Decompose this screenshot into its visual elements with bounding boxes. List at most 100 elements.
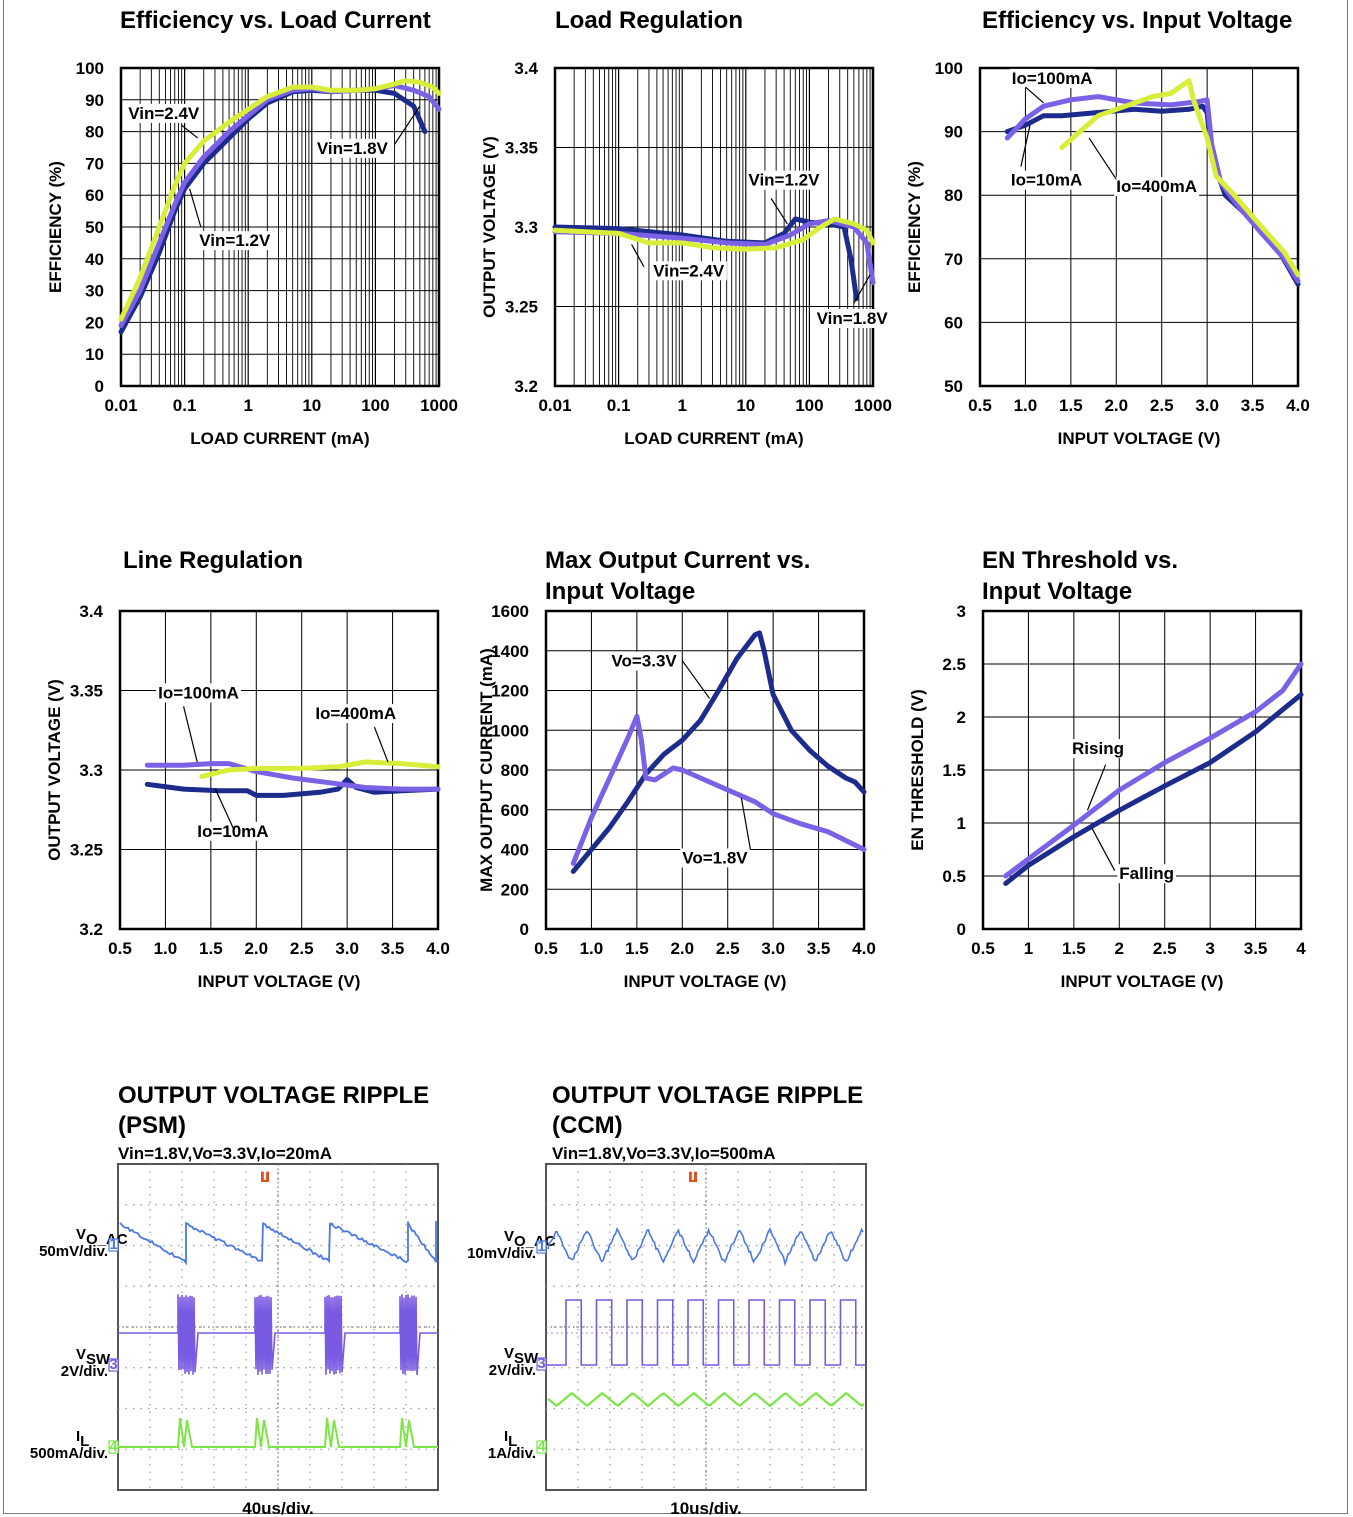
x-tick-label: 0.5 xyxy=(534,939,558,958)
channel-label-3: I L1A/div. xyxy=(488,1428,536,1462)
annotation-leader xyxy=(1092,828,1115,870)
x-tick-label: 0.5 xyxy=(971,939,995,958)
scope-psm: OUTPUT VOLTAGE RIPPLE(PSM)Vin=1.8V,Vo=3.… xyxy=(30,1082,438,1517)
y-tick-label: 70 xyxy=(944,250,963,269)
grid xyxy=(546,611,864,929)
x-tick-label: 0.1 xyxy=(607,396,631,415)
x-tick-label: 1.0 xyxy=(154,939,178,958)
annotation-label: Vin=2.4V xyxy=(653,261,725,280)
annotation-leader xyxy=(771,198,787,223)
annotation-label: Vin=1.2V xyxy=(199,231,271,250)
annotation-leader xyxy=(374,727,388,762)
annotation-leader xyxy=(741,798,750,850)
x-tick-label: 3.0 xyxy=(761,939,785,958)
annotation-label: Vin=1.8V xyxy=(317,139,389,158)
x-tick-label: 4 xyxy=(1296,939,1306,958)
annotation-leader xyxy=(682,661,709,699)
y-tick-label: 1000 xyxy=(491,721,529,740)
y-tick-label: 10 xyxy=(85,345,104,364)
y-tick-label: 3.35 xyxy=(505,139,538,158)
y-tick-label: 3.4 xyxy=(514,59,538,78)
x-tick-label: 4.0 xyxy=(426,939,450,958)
x-tick-label: 1000 xyxy=(420,396,458,415)
annotation-label: Vo=1.8V xyxy=(682,848,748,867)
annotation-label: Vo=3.3V xyxy=(611,652,677,671)
x-axis-label: INPUT VOLTAGE (V) xyxy=(1058,429,1221,448)
y-tick-label: 800 xyxy=(501,761,529,780)
channel-scale: 2V/div. xyxy=(61,1363,108,1380)
chart-eff-load: Efficiency vs. Load Current0.01 0.1 1 10 100… xyxy=(46,7,458,448)
annotation-label: Io=100mA xyxy=(158,683,239,702)
annotation-leader xyxy=(1089,138,1116,179)
chart-eff-vin: Efficiency vs. Input Voltage 0.5 1.0 1.5 2.0… xyxy=(905,7,1310,448)
y-axis-label: EFFICIENCY (%) xyxy=(46,161,65,293)
chart-line-reg: Line Regulation0.5 1.0 1.5 2.0 2.5 3.0 3.5 4.03… xyxy=(45,547,450,991)
y-tick-label: 1 xyxy=(957,814,966,833)
y-tick-label: 0 xyxy=(957,920,966,939)
y-tick-label: 80 xyxy=(85,123,104,142)
y-tick-label: 3.2 xyxy=(79,920,103,939)
y-axis-label: MAX OUTPUT CURRENT (mA) xyxy=(477,648,496,892)
x-tick-label: 2.5 xyxy=(1153,939,1177,958)
channel-marker-number: 3 xyxy=(109,1356,117,1373)
x-axis-label: LOAD CURRENT (mA) xyxy=(190,429,369,448)
x-tick-label: 3.5 xyxy=(381,939,405,958)
x-tick-label: 2 xyxy=(1115,939,1124,958)
scope-subtitle: Vin=1.8V,Vo=3.3V,Io=500mA xyxy=(552,1144,776,1163)
y-tick-label: 1200 xyxy=(491,682,529,701)
x-tick-label: 1.0 xyxy=(580,939,604,958)
scope-subtitle: Vin=1.8V,Vo=3.3V,Io=20mA xyxy=(118,1144,332,1163)
x-axis-label: INPUT VOLTAGE (V) xyxy=(624,972,787,991)
y-tick-label: 0.5 xyxy=(942,867,966,886)
x-tick-label: 1.0 xyxy=(1014,396,1038,415)
channel-label-2: V SW2V/div. xyxy=(489,1345,539,1379)
x-tick-label: 1 xyxy=(243,396,252,415)
x-tick-label: 1.5 xyxy=(1062,939,1086,958)
y-tick-label: 1400 xyxy=(491,642,529,661)
annotation-label: Io=400mA xyxy=(1116,177,1197,196)
x-tick-label: 1 xyxy=(677,396,686,415)
annotation-label: Rising xyxy=(1072,739,1124,758)
y-tick-label: 2.5 xyxy=(942,655,966,674)
channel-name: V xyxy=(76,1346,86,1363)
x-axis-label: INPUT VOLTAGE (V) xyxy=(1061,972,1224,991)
x-tick-label: 100 xyxy=(795,396,823,415)
x-tick-label: 10 xyxy=(736,396,755,415)
channel-marker-number: 4 xyxy=(109,1438,118,1455)
channel-scale: 1A/div. xyxy=(488,1445,536,1462)
x-tick-label: 1.5 xyxy=(199,939,223,958)
y-tick-label: 1.5 xyxy=(942,761,966,780)
chart-title: Input Voltage xyxy=(982,578,1132,605)
annotation-leader xyxy=(395,106,420,144)
channel-marker-number: 1 xyxy=(109,1236,117,1253)
channel-scale: 10mV/div. xyxy=(467,1245,536,1262)
annotation-label: Falling xyxy=(1119,864,1174,883)
chart-title: Efficiency vs. Load Current xyxy=(120,7,431,34)
chart-en-thresh: EN Threshold vs. Input Voltage 0.5 1 1.5 2 2.5… xyxy=(908,547,1306,991)
y-tick-label: 200 xyxy=(501,880,529,899)
x-tick-label: 3.5 xyxy=(807,939,831,958)
channel-name: V xyxy=(504,1345,514,1362)
y-tick-label: 60 xyxy=(944,313,963,332)
y-tick-label: 3 xyxy=(957,602,966,621)
channel-marker-number: 1 xyxy=(537,1238,545,1255)
x-tick-label: 3.0 xyxy=(335,939,359,958)
x-tick-label: 2.5 xyxy=(290,939,314,958)
y-tick-label: 400 xyxy=(501,841,529,860)
x-tick-label: 2.0 xyxy=(670,939,694,958)
y-tick-label: 100 xyxy=(76,59,104,78)
y-tick-label: 70 xyxy=(85,154,104,173)
annotation-label: Io=10mA xyxy=(1011,171,1082,190)
annotation-leader xyxy=(1025,87,1043,103)
x-tick-label: 1.5 xyxy=(1059,396,1083,415)
channel-scale: 500mA/div. xyxy=(30,1445,108,1462)
x-tick-label: 4.0 xyxy=(852,939,876,958)
channel-scale: 50mV/div. xyxy=(39,1243,108,1260)
x-tick-label: 3.5 xyxy=(1244,939,1268,958)
y-tick-label: 40 xyxy=(85,250,104,269)
x-tick-label: 2.0 xyxy=(244,939,268,958)
x-axis-label: INPUT VOLTAGE (V) xyxy=(198,972,361,991)
y-tick-label: 3.25 xyxy=(70,841,103,860)
series-line-0 xyxy=(1006,695,1301,884)
channel-marker-number: 3 xyxy=(537,1355,545,1372)
